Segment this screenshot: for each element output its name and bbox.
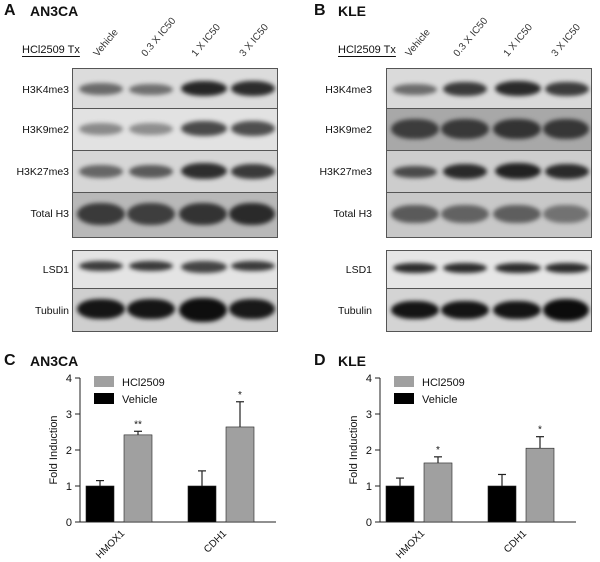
bar-chart-kle: 0 1 2 3 4 Fold Induction * HMOX1 * CDH1 HCl2509 Veh… (348, 373, 576, 561)
chart-title-kle: KLE (338, 353, 366, 369)
x-tick-label-hmox1: HMOX1 (94, 528, 127, 561)
panel-title-an3ca: AN3CA (30, 3, 79, 19)
legend-swatch-hcl2509 (94, 376, 114, 387)
x-tick-label-cdh1: CDH1 (202, 528, 229, 555)
row-label-b-h3k4me3: H3K4me3 (325, 84, 372, 96)
blot-b-h3k27me3 (386, 150, 592, 194)
y-tick-label-4: 4 (66, 373, 72, 385)
bar-hmox1-hcl2509 (123, 434, 153, 523)
legend-label-vehicle: Vehicle (422, 394, 457, 406)
row-label-a-lsd1: LSD1 (42, 264, 69, 276)
bar-cdh1-vehicle (187, 485, 217, 523)
y-tick-label-0: 0 (66, 517, 72, 529)
panel-letter-c: C (4, 352, 16, 369)
bar-cdh1-hcl2509 (525, 447, 555, 523)
blot-b-total-h3 (386, 192, 592, 238)
row-label-b-h3k27me3: H3K27me3 (319, 166, 372, 178)
panel-letter-a: A (4, 2, 16, 19)
blot-b-tubulin (386, 288, 592, 332)
y-tick-label-1: 1 (66, 481, 72, 493)
blot-b-h3k9me2 (386, 108, 592, 152)
y-tick-label-2: 2 (366, 445, 372, 457)
blot-a-h3k27me3 (72, 150, 278, 194)
y-axis-label: Fold Induction (48, 415, 60, 484)
blot-b-h3k4me3 (386, 68, 592, 110)
bar-hmox1-hcl2509 (423, 462, 453, 523)
bar-chart-an3ca: 0 1 2 3 4 Fold Induction ** HMOX1 * CDH1 HCl2509 Ve… (48, 373, 276, 561)
legend-swatch-hcl2509 (394, 376, 414, 387)
bar-hmox1-vehicle (85, 485, 115, 523)
significance-label: * (238, 390, 242, 401)
lane-label-b-2: 0.3 X IC50 (451, 15, 491, 59)
blot-a-total-h3 (72, 192, 278, 238)
lane-label-a-1: Vehicle (91, 27, 121, 59)
y-tick-label-0: 0 (366, 517, 372, 529)
row-label-a-h3k4me3: H3K4me3 (22, 84, 69, 96)
significance-label: * (436, 445, 440, 456)
row-label-b-tubulin: Tubulin (337, 305, 372, 317)
legend-label-hcl2509: HCl2509 (422, 377, 465, 389)
blot-a-h3k9me2 (72, 108, 278, 152)
row-label-b-total-h3: Total H3 (333, 208, 372, 220)
y-tick-label-3: 3 (366, 409, 372, 421)
treatment-label-a: HCl2509 Tx (22, 44, 80, 56)
bar-cdh1-hcl2509 (225, 426, 255, 523)
lane-label-a-2: 0.3 X IC50 (139, 15, 179, 59)
legend-swatch-vehicle (394, 393, 414, 404)
lane-label-a-3: 1 X IC50 (189, 22, 224, 60)
lane-label-a-4: 3 X IC50 (237, 22, 272, 60)
bar-cdh1-vehicle (487, 485, 517, 523)
legend-swatch-vehicle (94, 393, 114, 404)
chart-title-an3ca: AN3CA (30, 353, 79, 369)
y-tick-label-2: 2 (66, 445, 72, 457)
legend-label-hcl2509: HCl2509 (122, 377, 165, 389)
panel-title-kle: KLE (338, 3, 366, 19)
panel-letter-d: D (314, 352, 326, 369)
row-label-a-total-h3: Total H3 (30, 208, 69, 220)
row-label-a-h3k27me3: H3K27me3 (16, 166, 69, 178)
y-tick-label-1: 1 (366, 481, 372, 493)
significance-label: ** (134, 419, 142, 430)
row-label-b-lsd1: LSD1 (345, 264, 372, 276)
blot-a-tubulin (72, 288, 278, 332)
panel-letter-b: B (314, 2, 326, 19)
bar-hmox1-vehicle (385, 485, 415, 523)
y-axis-label: Fold Induction (348, 415, 360, 484)
x-tick-label-cdh1: CDH1 (502, 528, 529, 555)
lane-label-b-4: 3 X IC50 (549, 22, 584, 60)
blot-a-lsd1 (72, 250, 278, 290)
y-tick-label-3: 3 (66, 409, 72, 421)
significance-label: * (538, 425, 542, 436)
lane-label-b-3: 1 X IC50 (501, 22, 536, 60)
treatment-label-b: HCl2509 Tx (338, 44, 396, 56)
row-label-b-h3k9me2: H3K9me2 (325, 124, 372, 136)
y-tick-label-4: 4 (366, 373, 372, 385)
row-label-a-tubulin: Tubulin (34, 305, 69, 317)
x-tick-label-hmox1: HMOX1 (394, 528, 427, 561)
legend-label-vehicle: Vehicle (122, 394, 157, 406)
lane-label-b-1: Vehicle (403, 27, 433, 59)
blot-a-h3k4me3 (72, 68, 278, 110)
row-label-a-h3k9me2: H3K9me2 (22, 124, 69, 136)
blot-b-lsd1 (386, 250, 592, 290)
